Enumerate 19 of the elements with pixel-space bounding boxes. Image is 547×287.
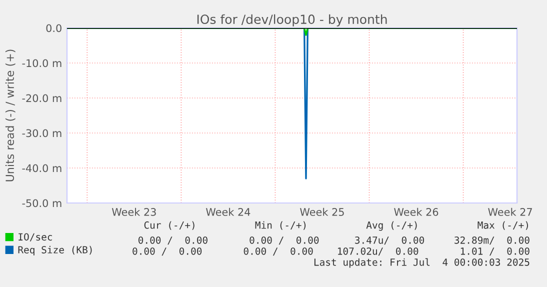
text: Last update: Fri Jul 4 00:00:03 2025	[314, 258, 530, 268]
x-tick-label: Week 23	[112, 208, 156, 216]
chart-title: IOs for /dev/loop10 - by month	[197, 14, 387, 26]
y-tick-label: -30.0 m	[22, 129, 62, 138]
text: Cur (-/+) Min (-/+) Avg (-/+) Max (-/+)	[144, 221, 528, 231]
x-tick-label: Week 26	[394, 208, 438, 216]
x-tick-label: Week 25	[300, 208, 344, 216]
legend-label: IO/sec	[18, 233, 52, 242]
legend-label: Req Size (KB)	[18, 246, 92, 256]
text: 0.00 / 0.00 0.00 / 0.00 107.02u/ 0.00 1.01 / 0.00	[132, 247, 530, 256]
y-tick-label: 0.0	[46, 24, 62, 32]
y-tick-label: -50.0 m	[22, 199, 62, 208]
x-tick-label: Week 24	[206, 208, 250, 216]
x-tick-label: Week 27	[488, 208, 532, 216]
y-tick-label: -10.0 m	[22, 59, 62, 68]
y-tick-label: -20.0 m	[22, 94, 62, 102]
y-axis-title: Units read (-) / write (+)	[5, 50, 16, 182]
y-tick-label: -40.0 m	[22, 164, 62, 172]
text: 0.00 / 0.00 0.00 / 0.00 3.47u/ 0.00 32.89m/ 0.00	[138, 236, 530, 245]
